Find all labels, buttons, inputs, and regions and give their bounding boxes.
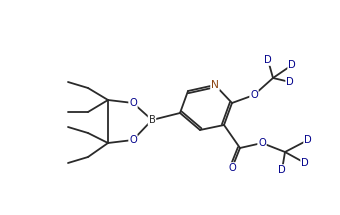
Text: O: O	[250, 90, 258, 100]
Text: B: B	[149, 115, 155, 125]
Text: D: D	[286, 77, 294, 87]
Text: N: N	[211, 80, 219, 90]
Text: D: D	[304, 135, 312, 145]
Text: O: O	[129, 98, 137, 108]
Text: D: D	[288, 60, 296, 70]
Text: O: O	[129, 135, 137, 145]
Text: D: D	[264, 55, 272, 65]
Text: D: D	[301, 158, 309, 168]
Text: D: D	[278, 165, 286, 175]
Text: O: O	[228, 163, 236, 173]
Text: O: O	[258, 138, 266, 148]
